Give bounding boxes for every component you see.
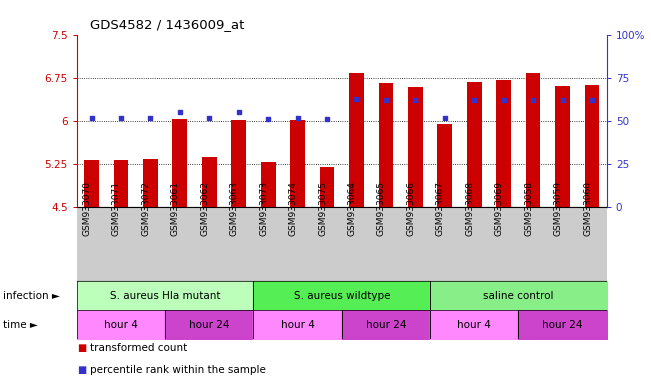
Text: transformed count: transformed count	[90, 343, 187, 353]
Point	[116, 114, 126, 121]
Point	[528, 97, 538, 103]
Bar	[555, 86, 570, 207]
Text: GSM933066: GSM933066	[406, 180, 415, 236]
Text: S. aureus wildtype: S. aureus wildtype	[294, 291, 390, 301]
Text: hour 24: hour 24	[189, 319, 230, 330]
Text: hour 24: hour 24	[366, 319, 406, 330]
Text: hour 4: hour 4	[457, 319, 492, 330]
Point	[410, 97, 421, 103]
Point	[292, 114, 303, 121]
Point	[469, 97, 479, 103]
Text: GSM933071: GSM933071	[112, 180, 121, 236]
Text: hour 4: hour 4	[281, 319, 314, 330]
Point	[87, 114, 97, 121]
Text: ■: ■	[77, 365, 86, 375]
Point	[557, 97, 568, 103]
Text: hour 4: hour 4	[104, 319, 138, 330]
Bar	[261, 162, 275, 207]
Text: GSM933072: GSM933072	[141, 180, 150, 235]
Text: S. aureus Hla mutant: S. aureus Hla mutant	[110, 291, 221, 301]
Text: GSM933068: GSM933068	[465, 180, 474, 236]
Bar	[114, 161, 128, 207]
Bar	[143, 159, 158, 207]
Point	[204, 114, 215, 121]
Bar	[173, 119, 187, 207]
Text: GSM933074: GSM933074	[288, 180, 298, 235]
Text: GSM933075: GSM933075	[318, 180, 327, 236]
Bar	[320, 167, 335, 207]
Bar	[526, 73, 540, 207]
Point	[381, 97, 391, 103]
Text: time ►: time ►	[3, 319, 38, 330]
Point	[145, 114, 156, 121]
Text: GSM933059: GSM933059	[553, 180, 562, 236]
Text: GSM933058: GSM933058	[524, 180, 533, 236]
Text: GSM933073: GSM933073	[259, 180, 268, 236]
Text: ■: ■	[77, 343, 86, 353]
Text: GSM933064: GSM933064	[348, 180, 357, 235]
Point	[352, 96, 362, 102]
Point	[499, 97, 509, 103]
Point	[439, 114, 450, 121]
Bar	[290, 121, 305, 207]
Text: GSM933067: GSM933067	[436, 180, 445, 236]
Text: GDS4582 / 1436009_at: GDS4582 / 1436009_at	[90, 18, 244, 31]
Bar	[202, 157, 217, 207]
Text: GSM933060: GSM933060	[583, 180, 592, 236]
Point	[263, 116, 273, 122]
Text: hour 24: hour 24	[542, 319, 583, 330]
Bar	[585, 85, 600, 207]
Bar	[467, 82, 482, 207]
Text: percentile rank within the sample: percentile rank within the sample	[90, 365, 266, 375]
Bar	[379, 83, 393, 207]
Bar	[496, 80, 511, 207]
Text: GSM933070: GSM933070	[83, 180, 92, 236]
Text: GSM933069: GSM933069	[495, 180, 504, 236]
Bar	[408, 87, 422, 207]
Text: GSM933061: GSM933061	[171, 180, 180, 236]
Text: GSM933065: GSM933065	[377, 180, 386, 236]
Point	[174, 109, 185, 116]
Text: infection ►: infection ►	[3, 291, 60, 301]
Text: GSM933063: GSM933063	[230, 180, 239, 236]
Bar	[84, 161, 99, 207]
Text: GSM933062: GSM933062	[201, 180, 210, 235]
Bar	[349, 73, 364, 207]
Bar	[231, 121, 246, 207]
Point	[322, 116, 332, 122]
Point	[234, 109, 244, 116]
Point	[587, 97, 597, 103]
Text: saline control: saline control	[483, 291, 553, 301]
Bar	[437, 124, 452, 207]
